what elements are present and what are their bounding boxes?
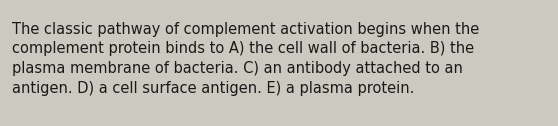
- Text: The classic pathway of complement activation begins when the: The classic pathway of complement activa…: [12, 22, 479, 37]
- Text: complement protein binds to A) the cell wall of bacteria. B) the: complement protein binds to A) the cell …: [12, 41, 474, 56]
- Text: plasma membrane of bacteria. C) an antibody attached to an: plasma membrane of bacteria. C) an antib…: [12, 61, 463, 76]
- Text: antigen. D) a cell surface antigen. E) a plasma protein.: antigen. D) a cell surface antigen. E) a…: [12, 81, 415, 96]
